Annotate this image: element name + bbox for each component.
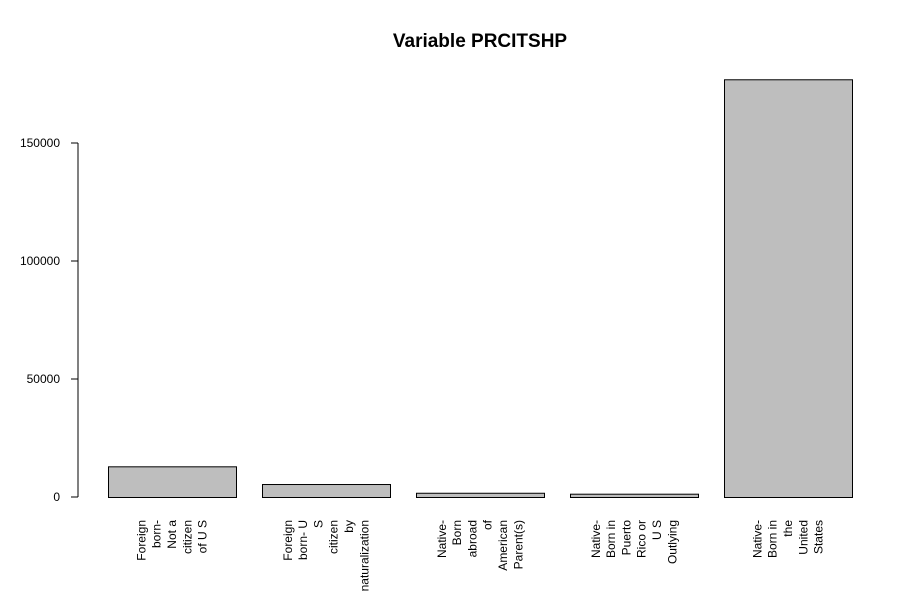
category-label: Native- Born in Puerto Rico or U S Outlying (589, 520, 680, 564)
category-label-line: born- (150, 520, 164, 548)
category-label-line: Born (450, 520, 464, 545)
category-label-line: citizen (327, 520, 341, 554)
category-label-line: Native- (435, 520, 449, 558)
category-label-line: Born in (766, 520, 780, 558)
category-label-line: citizen (180, 520, 194, 554)
category-label-line: naturalization (357, 520, 371, 591)
category-label-line: American (496, 520, 510, 571)
category-labels: Foreign born- Not a citizen of U S Foreign bor… (134, 519, 825, 591)
category-label-line: of (481, 519, 495, 530)
bar (262, 484, 391, 498)
category-label-line: S (311, 520, 325, 528)
category-label-line: Parent(s) (511, 520, 525, 569)
category-label-line: of U S (196, 520, 210, 553)
category-label-line: Outlying (665, 520, 679, 564)
bars-group (108, 79, 853, 499)
category-label: Native- Born abroad of American Parent(s) (435, 519, 526, 570)
category-label-line: Not a (165, 520, 179, 549)
category-label-line: Native- (589, 520, 603, 558)
y-tick-label: 150000 (20, 136, 60, 150)
category-label: Foreign born- Not a citizen of U S (134, 520, 209, 561)
bar (108, 466, 237, 499)
bar (724, 79, 853, 498)
y-tick-label: 0 (53, 490, 60, 504)
category-label-line: Puerto (619, 520, 633, 556)
category-label-line: by (342, 520, 356, 533)
category-label-line: born- U (296, 520, 310, 560)
category-label-line: United (796, 520, 810, 555)
category-label-line: U S (650, 520, 664, 540)
chart-title: Variable PRCITSHP (393, 31, 568, 52)
category-label-line: Born in (604, 520, 618, 558)
category-label-line: Native- (750, 520, 764, 558)
bar (416, 492, 545, 499)
category-label: Native- Born in the United States (750, 520, 825, 558)
category-label-line: Foreign (281, 520, 295, 561)
y-tick-label: 100000 (20, 254, 60, 268)
category-label-line: Foreign (134, 520, 148, 561)
category-label-line: States (812, 520, 826, 554)
y-tick-label: 50000 (27, 372, 61, 386)
bar (570, 493, 699, 499)
category-label-line: the (781, 520, 795, 537)
y-axis: 0 50000 100000 150000 (20, 136, 79, 504)
category-label-line: Rico or (635, 520, 649, 558)
category-label-line: abroad (465, 520, 479, 557)
